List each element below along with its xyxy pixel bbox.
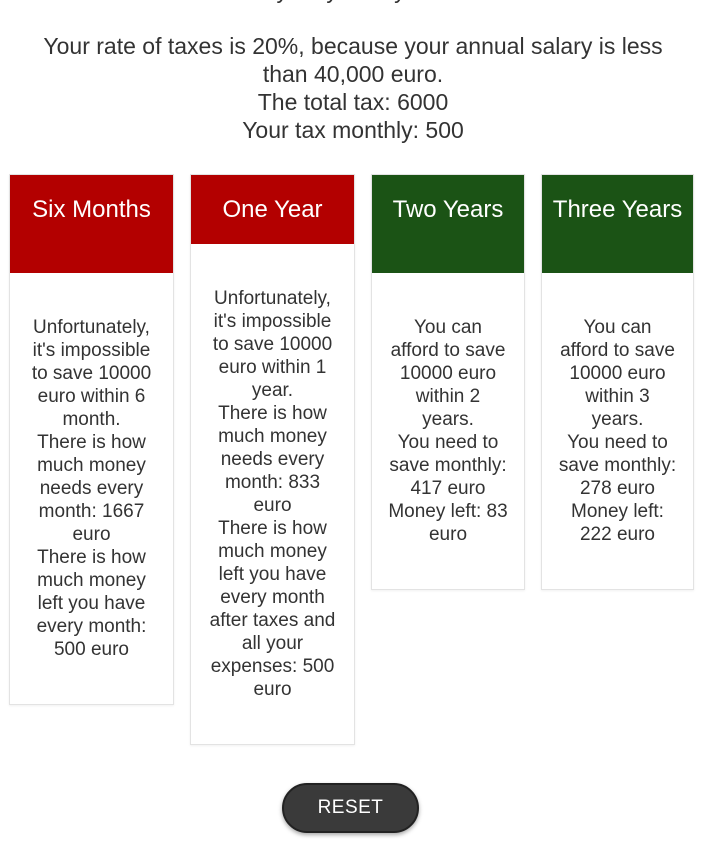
card-money-left: Money left: 222 euro bbox=[571, 501, 664, 545]
card-message: You can afford to save 10000 euro within… bbox=[390, 317, 506, 430]
yearly-salary-text: Your yearly salary: 30000 bbox=[0, 0, 706, 4]
card-body: Unfortunately, it's impossible to save 1… bbox=[10, 273, 173, 661]
total-tax-text: The total tax: 6000 bbox=[257, 89, 449, 115]
card-needed-monthly: You need to save monthly: 417 euro bbox=[389, 432, 507, 499]
card-money-left: There is how much money left you have ev… bbox=[36, 547, 147, 660]
savings-card-six-months: Six Months Unfortunately, it's impossibl… bbox=[9, 174, 174, 705]
monthly-tax-text: Your tax monthly: 500 bbox=[242, 117, 464, 143]
card-message: Unfortunately, it's impossible to save 1… bbox=[31, 317, 152, 430]
card-title: Two Years bbox=[372, 175, 524, 273]
card-needed-monthly: You need to save monthly: 278 euro bbox=[558, 432, 677, 499]
card-money-left: There is how much money left you have ev… bbox=[209, 518, 336, 700]
tax-summary: Your yearly salary: 30000 Your rate of t… bbox=[0, 0, 706, 144]
savings-card-three-years: Three Years You can afford to save 10000… bbox=[541, 174, 694, 590]
card-body: You can afford to save 10000 euro within… bbox=[372, 273, 524, 546]
card-message: You can afford to save 10000 euro within… bbox=[560, 317, 675, 430]
savings-card-two-years: Two Years You can afford to save 10000 e… bbox=[371, 174, 525, 590]
card-money-left: Money left: 83 euro bbox=[388, 501, 508, 545]
card-title: Three Years bbox=[542, 175, 693, 273]
card-body: You can afford to save 10000 euro within… bbox=[542, 273, 693, 546]
card-title: Six Months bbox=[10, 175, 173, 273]
card-needed-monthly: There is how much money needs every mont… bbox=[218, 403, 327, 516]
tax-rate-text: Your rate of taxes is 20%, because your … bbox=[43, 33, 663, 87]
card-title: One Year bbox=[191, 175, 354, 244]
card-message: Unfortunately, it's impossible to save 1… bbox=[212, 288, 333, 401]
reset-button[interactable]: RESET bbox=[282, 783, 419, 833]
savings-card-one-year: One Year Unfortunately, it's impossible … bbox=[190, 174, 355, 745]
card-body: Unfortunately, it's impossible to save 1… bbox=[191, 244, 354, 701]
card-needed-monthly: There is how much money needs every mont… bbox=[37, 432, 146, 545]
